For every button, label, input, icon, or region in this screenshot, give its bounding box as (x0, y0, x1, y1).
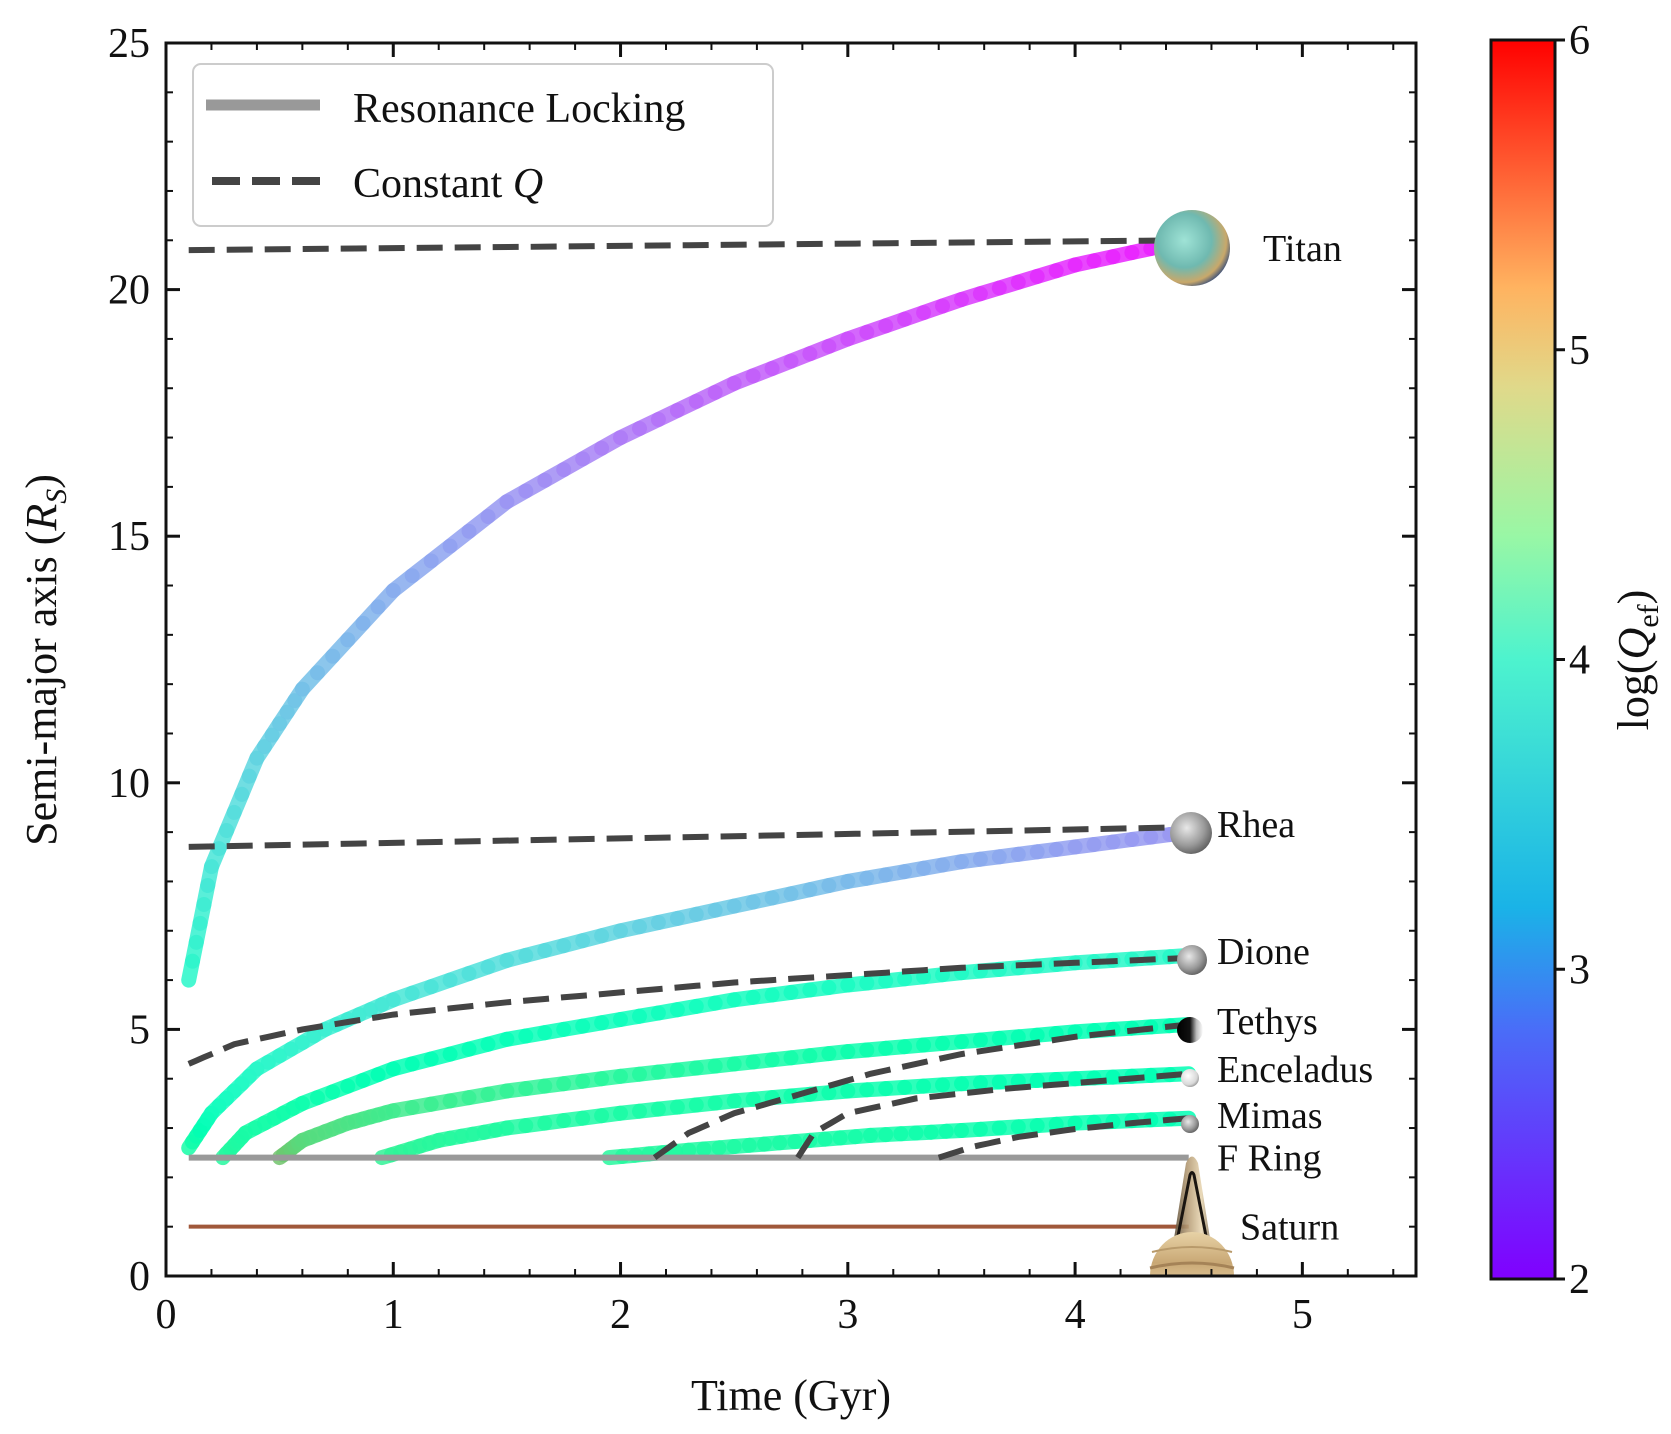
rl-curve-rhea (181, 824, 1197, 1156)
legend-label-resonance-locking: Resonance Locking (353, 86, 685, 132)
y-tick-label: 0 (129, 1254, 150, 1300)
resonance-locking-curves (181, 232, 1197, 1166)
legend-label-constant-q: Constant Q (353, 161, 543, 207)
y-tick-label: 5 (129, 1007, 150, 1053)
axis-ticks: 0 1 2 3 4 5 0 5 10 15 20 25 (108, 21, 1416, 1338)
saturn-image (1149, 1156, 1235, 1276)
rhea-image (1170, 812, 1212, 854)
rl-curve-dione (215, 947, 1197, 1166)
colorbar-label: log(Qef) (1609, 590, 1665, 731)
rl-curve-titan (181, 232, 1197, 988)
x-tick-label: 5 (1292, 1292, 1313, 1338)
colorbar-tick-label: 4 (1569, 638, 1590, 684)
legend-box (192, 63, 774, 227)
moon-label-titan: Titan (1263, 228, 1342, 270)
label-f-ring: F Ring (1217, 1138, 1322, 1180)
colorbar-tick-label: 5 (1569, 328, 1590, 374)
moon-label-mimas: Mimas (1217, 1095, 1323, 1137)
static-lines (188, 1154, 1189, 1229)
moon-label-tethys: Tethys (1217, 1001, 1318, 1043)
x-axis-label: Time (Gyr) (691, 1371, 891, 1420)
colorbar-ticks: 2 3 4 5 6 (1555, 18, 1590, 1303)
titan-image (1154, 210, 1230, 286)
legend: Resonance Locking Constant Q (192, 63, 774, 227)
label-saturn: Saturn (1240, 1207, 1339, 1249)
y-tick-label: 20 (108, 268, 150, 314)
rl-curve-tethys (272, 1017, 1197, 1166)
moon-label-enceladus: Enceladus (1217, 1049, 1373, 1091)
cq-curve-enceladus (795, 1070, 1189, 1160)
constant-q-curves (187, 237, 1190, 1161)
y-tick-label: 15 (108, 514, 150, 560)
cq-curve-titan (188, 237, 1189, 254)
y-axis-label: Semi-major axis (RS) (17, 474, 73, 846)
mimas-image (1181, 1115, 1199, 1133)
colorbar-tick-label: 6 (1569, 18, 1590, 64)
y-tick-label: 25 (108, 21, 150, 67)
x-tick-label: 1 (383, 1292, 404, 1338)
colorbar-tick-label: 2 (1569, 1257, 1590, 1303)
enceladus-image (1181, 1069, 1199, 1087)
moon-label-dione: Dione (1217, 931, 1310, 973)
cq-curve-tethys (652, 1021, 1190, 1161)
colorbar: 2 3 4 5 6 log(Qef) (1489, 18, 1665, 1303)
cq-curve-dione (187, 954, 1189, 1067)
x-tick-label: 4 (1065, 1292, 1086, 1338)
colorbar-tick-label: 3 (1569, 947, 1590, 993)
moon-images (1149, 210, 1235, 1276)
tethys-image (1177, 1017, 1203, 1043)
cq-curve-rhea (188, 824, 1189, 850)
y-tick-label: 10 (108, 761, 150, 807)
plot-frame (164, 41, 1418, 1278)
x-tick-label: 2 (610, 1292, 631, 1338)
cq-curve-mimas (937, 1115, 1189, 1161)
x-tick-label: 0 (156, 1292, 177, 1338)
dione-image (1177, 945, 1207, 975)
x-tick-label: 3 (837, 1292, 858, 1338)
moon-label-rhea: Rhea (1217, 804, 1295, 846)
colorbar-gradient (1489, 38, 1557, 1281)
